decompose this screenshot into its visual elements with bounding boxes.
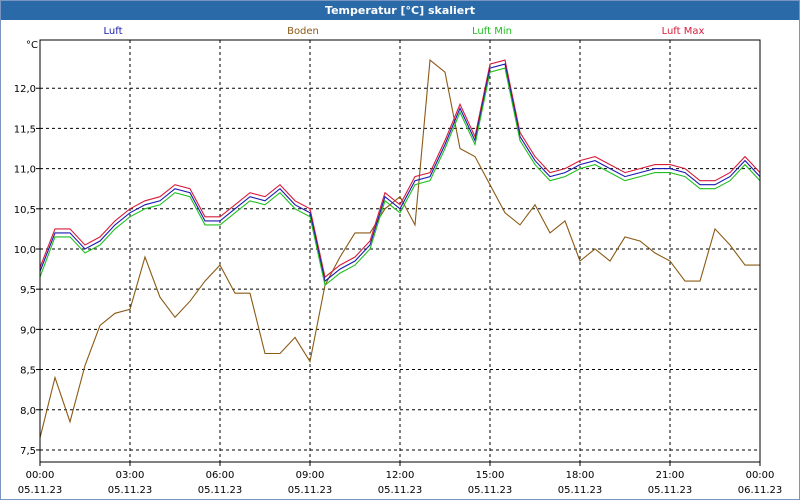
x-tick-date: 05.11.23 <box>18 485 63 496</box>
legend-entry-1: Boden <box>287 26 319 37</box>
x-tick-date: 05.11.23 <box>288 485 333 496</box>
x-tick-date: 05.11.23 <box>648 485 693 496</box>
x-tick-time: 00:00 <box>26 470 55 481</box>
x-tick-date: 06.11.23 <box>738 485 783 496</box>
legend-entry-3: Luft Max <box>662 26 705 37</box>
y-tick-label: 7,5 <box>20 446 36 457</box>
x-tick-date: 05.11.23 <box>378 485 423 496</box>
x-tick-time: 00:00 <box>746 470 775 481</box>
y-tick-label: 8,0 <box>20 406 36 417</box>
legend-entry-2: Luft Min <box>472 26 512 37</box>
legend-entry-0: Luft <box>104 26 123 37</box>
y-tick-label: 9,0 <box>20 325 36 336</box>
x-tick-time: 18:00 <box>566 470 595 481</box>
y-tick-label: 11,0 <box>14 165 36 176</box>
series-line-luft-min <box>39 67 761 287</box>
x-tick-date: 05.11.23 <box>198 485 243 496</box>
x-tick-time: 15:00 <box>476 470 505 481</box>
y-tick-label: 12,0 <box>14 84 36 95</box>
x-tick-time: 09:00 <box>296 470 325 481</box>
y-axis-label: °C <box>26 40 38 51</box>
x-tick-time: 21:00 <box>656 470 685 481</box>
y-tick-label: 8,5 <box>20 366 36 377</box>
y-tick-label: 11,5 <box>14 124 36 135</box>
series-line-luft <box>39 63 761 283</box>
y-tick-label: 10,5 <box>14 205 36 216</box>
series-line-luft-max <box>39 59 761 279</box>
x-tick-time: 06:00 <box>206 470 235 481</box>
y-tick-label: 9,5 <box>20 285 36 296</box>
x-tick-date: 05.11.23 <box>468 485 513 496</box>
x-tick-date: 05.11.23 <box>108 485 153 496</box>
chart-title: Temperatur [°C] skaliert <box>1 1 799 20</box>
series-line-boden <box>39 59 760 439</box>
y-tick-label: 10,0 <box>14 245 36 256</box>
x-tick-time: 12:00 <box>386 470 415 481</box>
x-tick-time: 03:00 <box>116 470 145 481</box>
x-tick-date: 05.11.23 <box>558 485 603 496</box>
